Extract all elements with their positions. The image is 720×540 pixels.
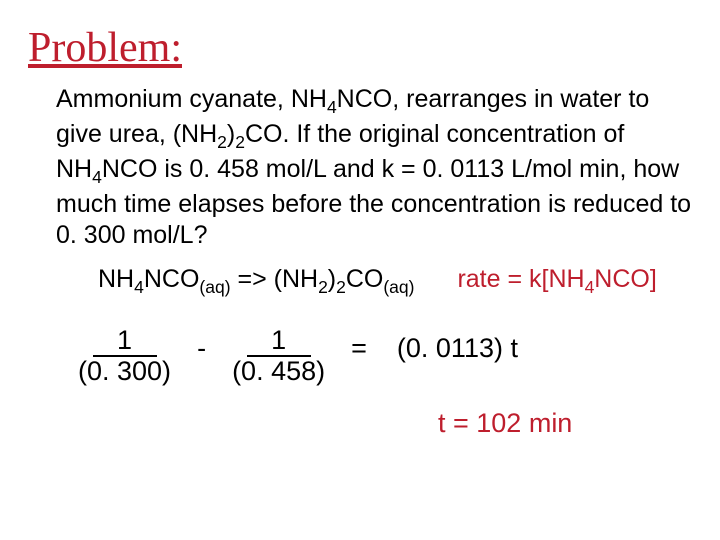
reaction-equation: NH4NCO(aq) => (NH2)2CO(aq) rate = k[NH4N…: [98, 265, 692, 298]
reactant: NH4NCO(aq): [98, 265, 231, 293]
equation-rhs: (0. 0113) t: [397, 333, 518, 364]
fraction-2: 1 (0. 458): [228, 326, 329, 386]
slide: Problem: Ammonium cyanate, NH4NCO, rearr…: [0, 0, 720, 540]
integrated-rate-equation: 1 (0. 300) - 1 (0. 458) = (0. 0113) t: [74, 326, 692, 386]
fraction-1-numerator: 1: [93, 326, 157, 357]
equals-sign: =: [329, 333, 389, 364]
problem-statement: Ammonium cyanate, NH4NCO, rearranges in …: [56, 84, 692, 251]
fraction-1-denominator: (0. 300): [74, 357, 175, 386]
product: (NH2)2CO(aq): [274, 265, 415, 293]
fraction-2-denominator: (0. 458): [228, 357, 329, 386]
fraction-1: 1 (0. 300): [74, 326, 175, 386]
fraction-2-numerator: 1: [247, 326, 311, 357]
answer: t = 102 min: [438, 408, 692, 439]
rate-law: rate = k[NH4NCO]: [457, 265, 656, 293]
heading: Problem:: [28, 24, 692, 72]
minus-sign: -: [175, 333, 228, 364]
arrow: =>: [231, 265, 274, 293]
